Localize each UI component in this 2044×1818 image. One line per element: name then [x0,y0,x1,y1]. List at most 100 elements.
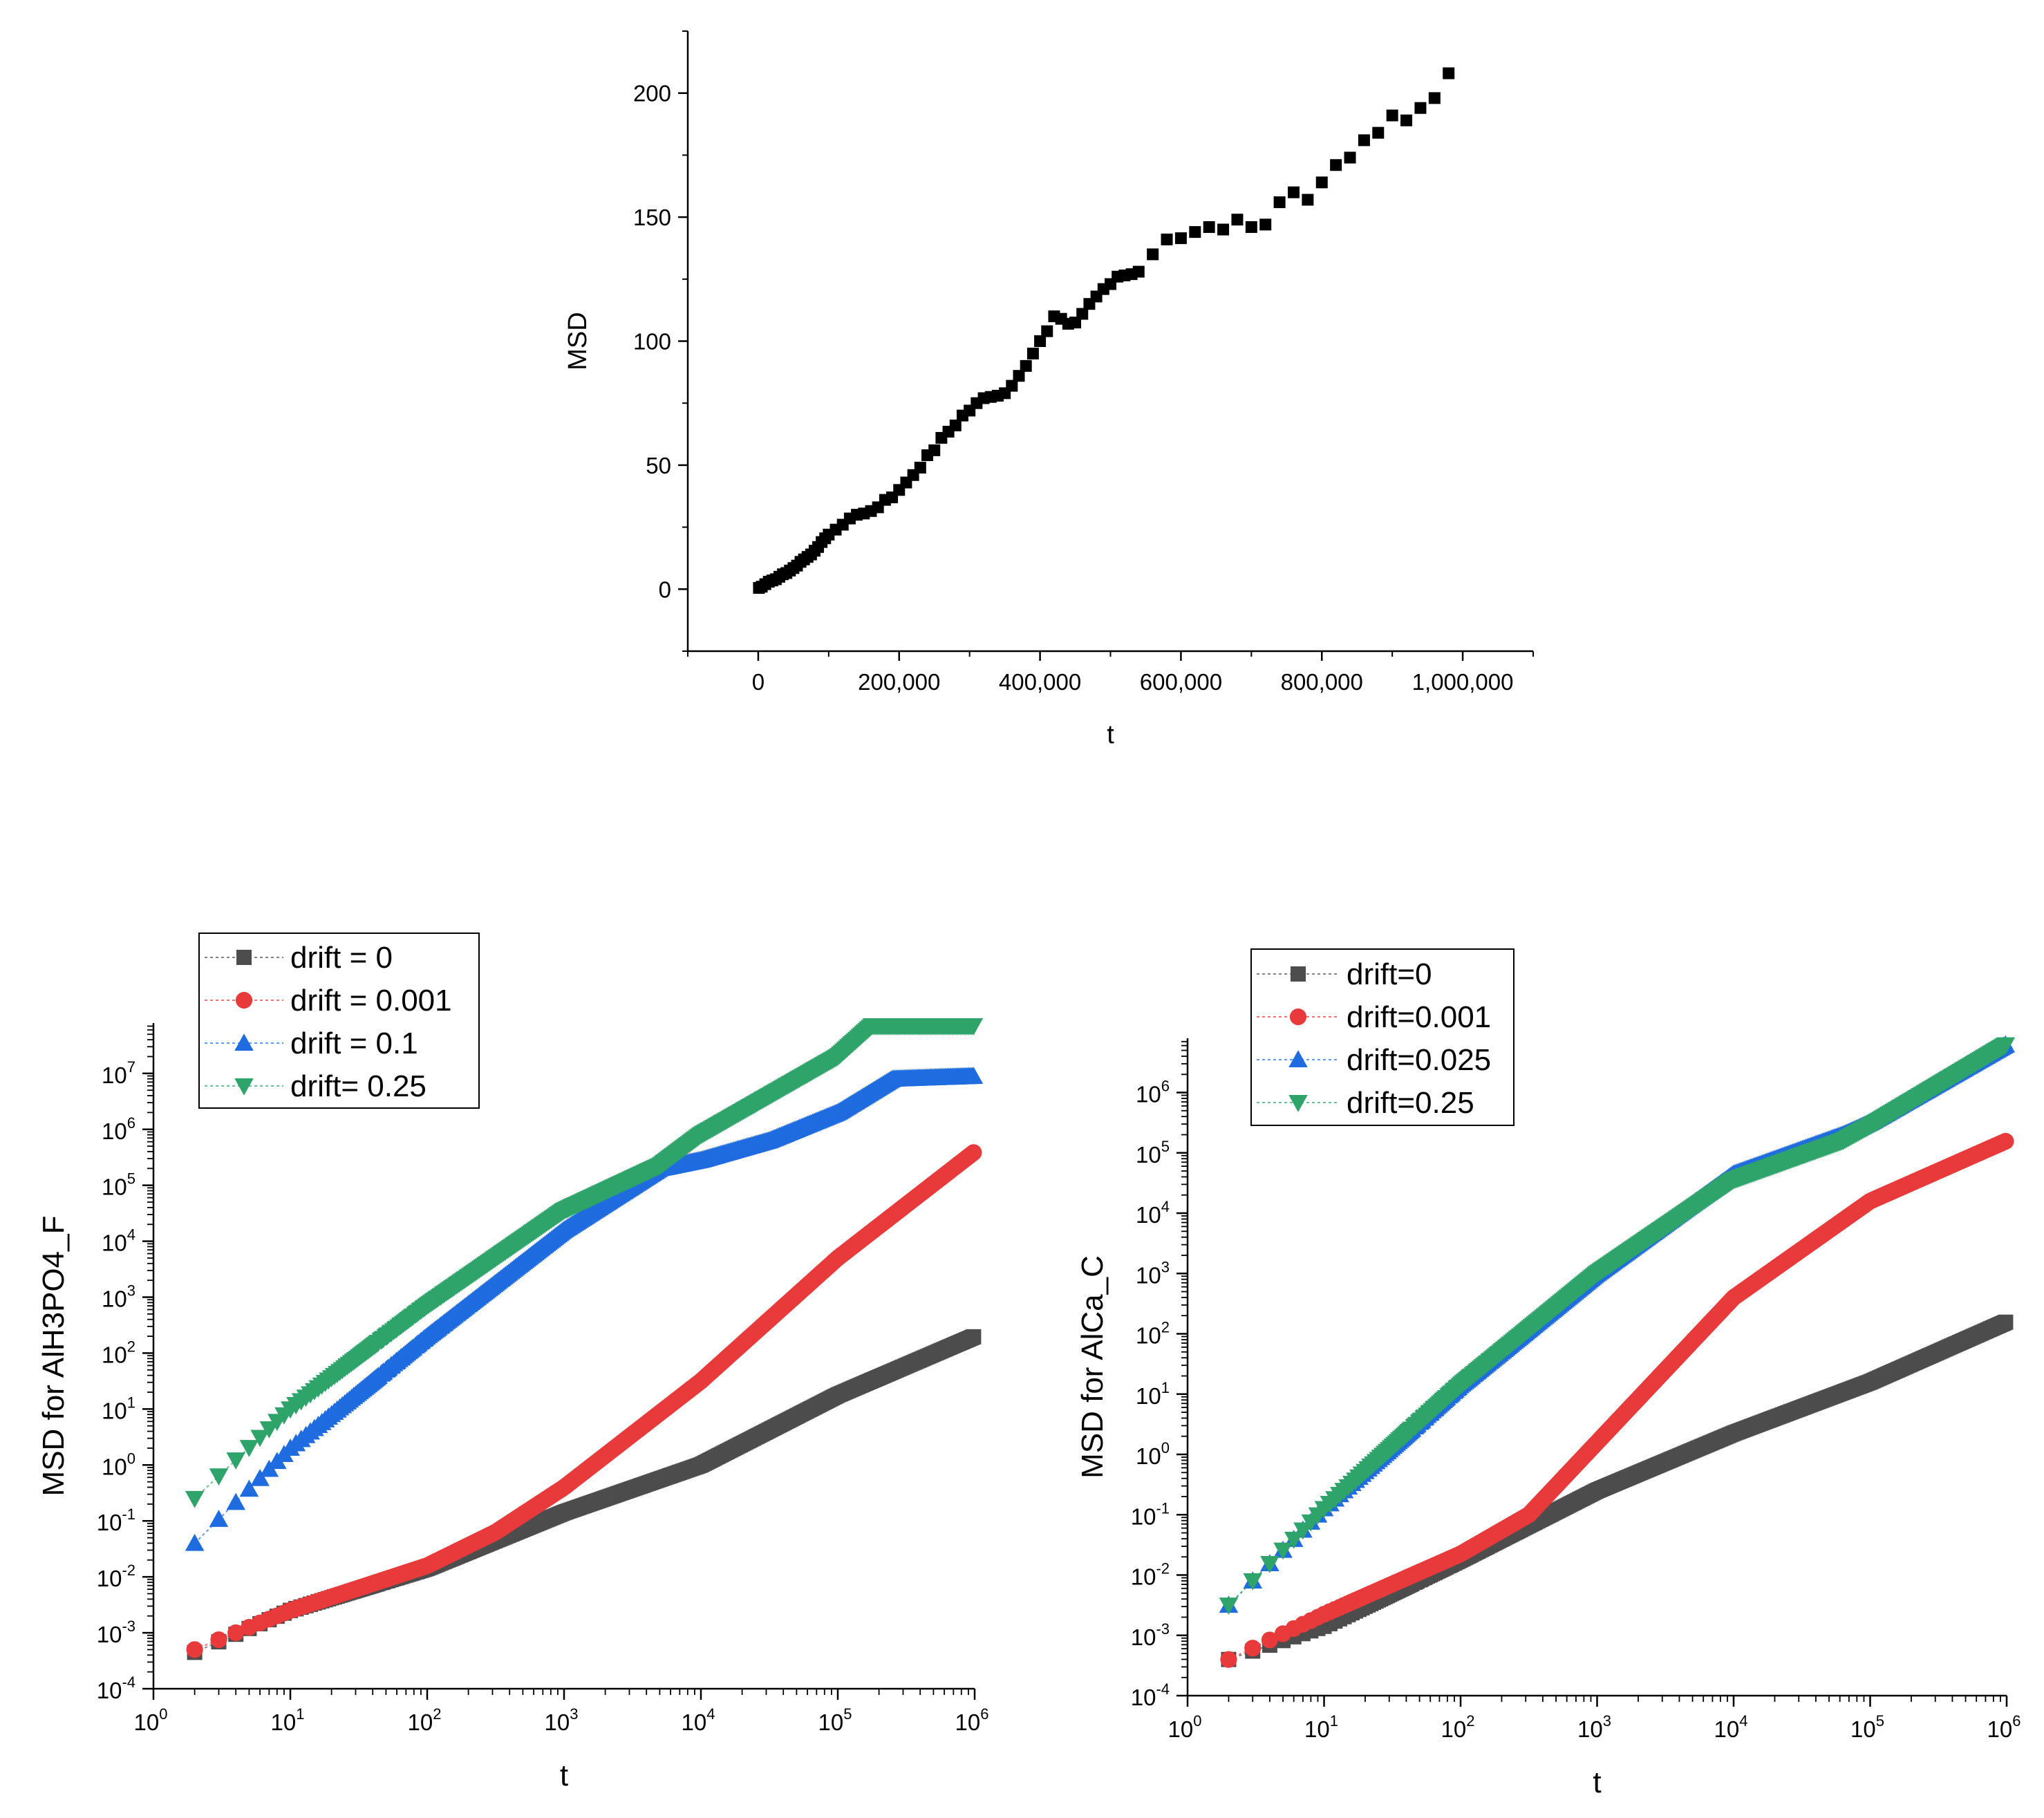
x-tick-base: 10 [1441,1716,1467,1742]
y-tick-label: 102 [102,1338,135,1367]
y-tick-label: 0 [659,577,671,602]
data-point [239,1479,259,1497]
data-point [185,1533,205,1551]
y-tick-label: 101 [1136,1379,1170,1409]
y-tick-base: 10 [1131,1564,1156,1590]
x-tick-exponent: 5 [1876,1712,1884,1730]
x-tick-exponent: 2 [433,1705,441,1723]
data-point [1076,308,1089,320]
y-tick-exponent: 1 [127,1394,135,1411]
data-point [1330,159,1342,171]
y-tick-base: 10 [102,1342,127,1367]
legend-label: drift=0.025 [1347,1043,1491,1077]
x-tick-label: 103 [545,1705,579,1735]
y-tick-label: 103 [102,1282,135,1312]
data-point [1443,67,1455,79]
x-tick-exponent: 3 [1603,1712,1611,1730]
x-tick-label: 105 [1850,1712,1884,1742]
data-point [914,461,926,474]
data-point [1189,226,1201,238]
y-tick-base: 10 [1136,1323,1161,1349]
x-tick-label: 101 [271,1705,305,1735]
data-point [1020,359,1032,372]
x-tick-exponent: 4 [706,1705,715,1723]
series-line [1228,1044,2006,1606]
y-tick-label: 10-2 [97,1562,135,1591]
y-tick-label: 10-1 [1131,1499,1170,1529]
y-axis-label: MSD [563,312,592,370]
data-point [964,1018,984,1035]
y-tick-base: 10 [102,1118,127,1144]
y-tick-label: 102 [1136,1319,1170,1349]
x-tick-base: 10 [545,1709,570,1735]
x-tick-base: 10 [1987,1716,2013,1742]
data-point [1147,248,1159,261]
legend-item: drift=0.25 [1257,1086,1474,1120]
data-point [1244,1640,1262,1657]
legend-item: drift= 0.25 [205,1069,426,1103]
y-tick-exponent: 3 [1161,1258,1170,1275]
data-point [250,1430,270,1447]
x-tick-base: 10 [818,1709,844,1735]
y-tick-label: 100 [1136,1439,1170,1469]
data-point [1006,379,1018,392]
data-point [1414,102,1427,114]
legend-label: drift= 0.25 [290,1069,426,1103]
y-tick-base: 10 [1136,1262,1161,1288]
data-point [1386,109,1398,122]
data-point [1041,325,1053,337]
data-point [1358,134,1370,147]
data-point [185,1490,205,1508]
data-point [1372,126,1385,139]
data-point [1273,1542,1293,1560]
data-point [964,1067,984,1084]
y-tick-base: 10 [97,1678,122,1703]
data-point [949,419,962,431]
y-tick-base: 10 [102,1286,127,1312]
data-point [1026,347,1039,359]
legend-marker [1291,966,1306,982]
y-tick-label: 200 [633,81,671,106]
y-tick-base: 10 [97,1566,122,1591]
legend-marker [235,991,253,1009]
data-point [1203,221,1215,233]
y-tick-exponent: 0 [127,1450,135,1467]
data-point [1293,1522,1313,1540]
y-tick-label: 100 [633,329,671,355]
data-point [1996,1037,2016,1055]
data-point [209,1468,229,1486]
x-tick-label: 106 [1987,1712,2021,1742]
y-tick-exponent: 6 [127,1114,135,1132]
y-tick-label: 150 [633,205,671,230]
x-tick-exponent: 5 [843,1705,852,1723]
y-tick-base: 10 [1131,1624,1156,1650]
x-tick-label: 106 [955,1705,989,1735]
data-point [1344,151,1356,164]
x-tick-label: 103 [1577,1712,1611,1742]
x-tick-exponent: 4 [1739,1712,1747,1730]
x-tick-exponent: 0 [159,1705,167,1723]
x-tick-exponent: 6 [2012,1712,2020,1730]
x-tick-label: 105 [818,1705,852,1735]
x-tick-label: 104 [682,1705,715,1735]
data-point [227,1624,245,1642]
y-tick-base: 10 [102,1174,127,1200]
x-axis-label: t [1107,720,1114,749]
y-tick-exponent: 5 [127,1170,135,1188]
top-linear-msd-chart: 0 200,000 400,000 600,000 800,000 1,000,000 0 5… [563,30,1534,749]
x-tick-label: 102 [1441,1712,1475,1742]
y-tick-exponent: -3 [1156,1620,1170,1638]
x-tick-label: 400,000 [999,669,1081,695]
x-tick-base: 10 [134,1709,160,1735]
x-axis-label: t [1593,1765,1601,1799]
legend-label: drift = 0 [290,941,393,975]
y-tick-base: 10 [102,1062,127,1088]
y-tick-base: 10 [97,1510,122,1535]
legend-marker [234,1033,254,1051]
y-tick-base: 10 [97,1622,122,1647]
x-tick-label: 102 [408,1705,442,1735]
y-tick-label: 106 [102,1114,135,1144]
legend-marker [236,950,252,965]
x-tick-label: 1,000,000 [1412,669,1514,695]
y-tick-label: 10-3 [97,1618,135,1647]
